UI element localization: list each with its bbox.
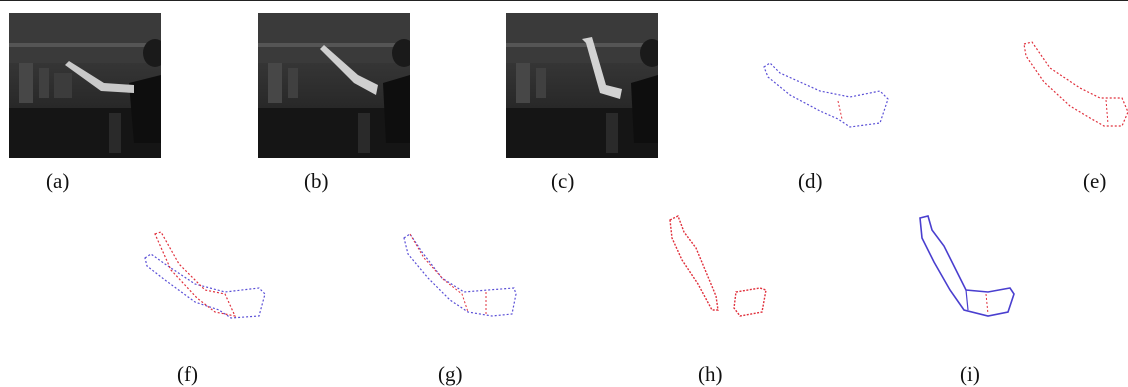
panel-b-photo (258, 13, 410, 158)
top-rule (0, 0, 1128, 1)
panel-label: (i) (960, 362, 980, 386)
panel-label: (a) (46, 169, 70, 193)
panel-label: (f) (177, 362, 198, 386)
panel-h-contour (660, 212, 775, 324)
panel-label: (d) (798, 169, 823, 193)
panel-a-photo (9, 13, 161, 158)
panel-e-contour (1010, 38, 1128, 130)
panel-f-contour (135, 228, 275, 323)
panel-label: (g) (438, 362, 463, 386)
panel-label: (b) (304, 169, 329, 193)
panel-label: (h) (698, 362, 723, 386)
panel-label: (c) (551, 169, 575, 193)
panel-i-contour (910, 212, 1025, 324)
panel-label: (e) (1083, 169, 1107, 193)
panel-c-photo (506, 13, 658, 158)
panel-g-contour (398, 228, 523, 323)
panel-d-contour (750, 55, 900, 135)
